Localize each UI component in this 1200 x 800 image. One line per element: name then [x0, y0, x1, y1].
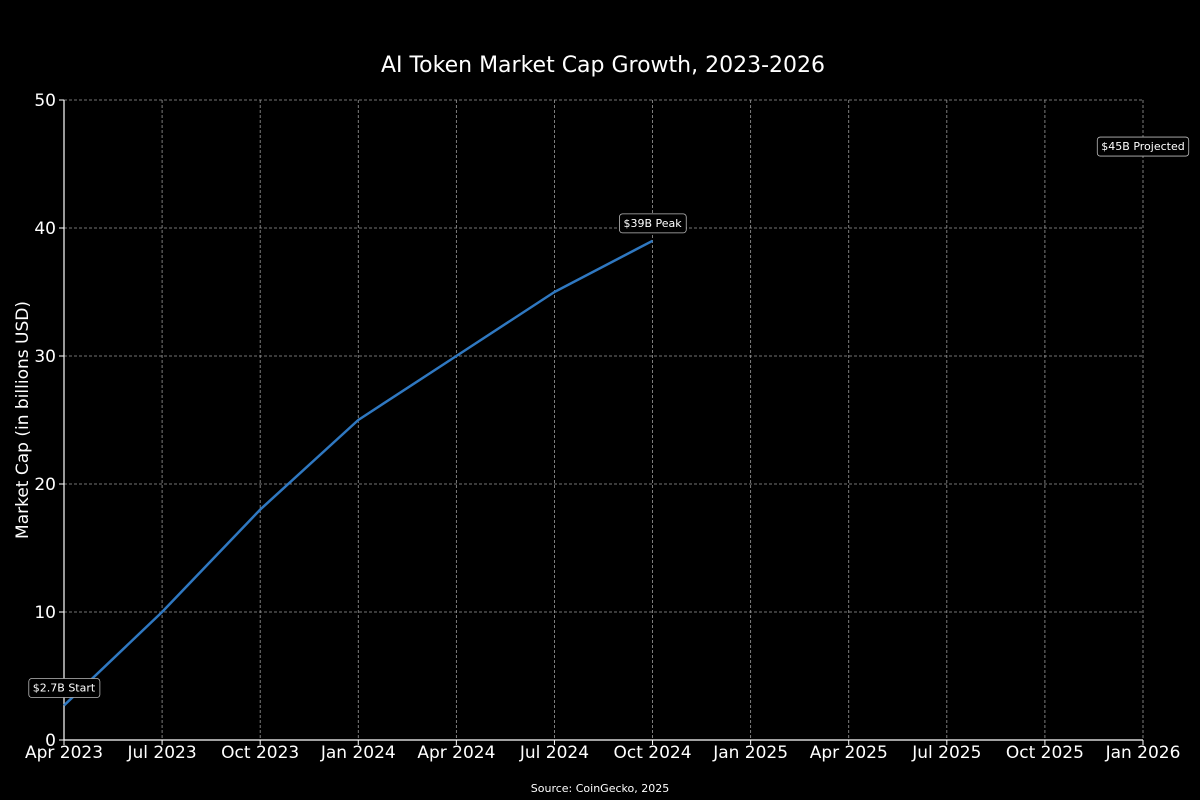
x-tick-label: Oct 2023 [221, 743, 299, 763]
x-tick-label: Jul 2025 [911, 743, 981, 763]
chart-title: AI Token Market Cap Growth, 2023-2026 [381, 53, 825, 78]
annotation-box [1096, 136, 1190, 157]
annotation-label: $2.7B Start [28, 678, 101, 698]
x-tick-label: Apr 2025 [810, 743, 888, 763]
annotation-box [28, 678, 101, 698]
annotation-text: $45B Projected [1101, 140, 1184, 153]
y-tick-label: 50 [34, 91, 56, 111]
x-tick-label: Oct 2025 [1006, 743, 1084, 763]
x-tick-label: Jan 2026 [1105, 743, 1181, 763]
x-tick-label: Jul 2024 [519, 743, 589, 763]
x-tick-label: Jan 2025 [712, 743, 788, 763]
grid [63, 99, 1144, 741]
axes: Apr 2023 Jul 2023 Oct 2023 Jan 2024 Apr 2024… [25, 91, 1180, 763]
annotation-text: $2.7B Start [33, 682, 96, 695]
y-tick-label: 30 [34, 347, 56, 367]
source-note: Source: CoinGecko, 2025 [531, 782, 669, 795]
x-tick-label: Apr 2024 [417, 743, 495, 763]
x-tick-label: Jan 2024 [320, 743, 396, 763]
y-tick-label: 40 [34, 219, 56, 239]
annotation-label: $45B Projected [1096, 136, 1190, 157]
x-tick-label: Oct 2024 [614, 743, 692, 763]
annotation-box [619, 213, 687, 234]
series-line [63, 239, 654, 707]
y-tick-label: 10 [34, 603, 56, 623]
x-tick-label: Apr 2023 [25, 743, 103, 763]
annotation-text: $39B Peak [623, 217, 682, 230]
annotation-label: $39B Peak [619, 213, 687, 234]
series-layer [63, 239, 654, 707]
y-tick-label: 20 [34, 475, 56, 495]
y-axis-label: Market Cap (in billions USD) [13, 301, 33, 539]
annotations: $2.7B Start $39B Peak $45B Projected [28, 136, 1190, 698]
x-tick-label: Jul 2023 [126, 743, 196, 763]
y-tick-label: 0 [45, 731, 56, 751]
